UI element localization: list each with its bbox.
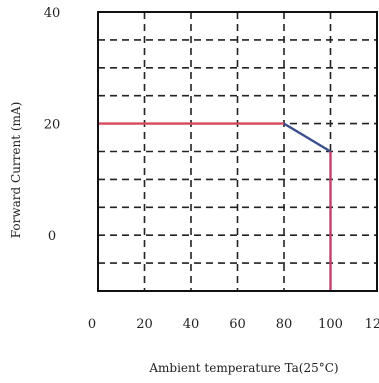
x-tick-label: 20 [136,317,153,332]
x-axis-label: Ambient temperature Ta(25°C) [148,361,338,375]
y-axis-label: Forward Current (mA) [9,102,23,239]
y-tick-labels: 40 20 0 [44,6,61,244]
x-tick-label: 80 [276,317,293,332]
x-tick-label: 0 [88,317,96,332]
y-tick-label: 20 [44,118,61,133]
x-tick-label: 100 [318,317,343,332]
plot-frame [97,11,378,292]
series-line-2 [283,122,332,153]
grid-lines [98,12,377,291]
series-lines [98,122,332,291]
x-tick-label: 120 [365,317,379,332]
y-tick-label: 0 [48,229,56,244]
x-tick-label: 40 [183,317,200,332]
x-tick-label: 60 [229,317,246,332]
x-tick-labels: 0 20 40 60 80 100 120 [88,317,379,332]
y-tick-label: 40 [44,6,61,21]
